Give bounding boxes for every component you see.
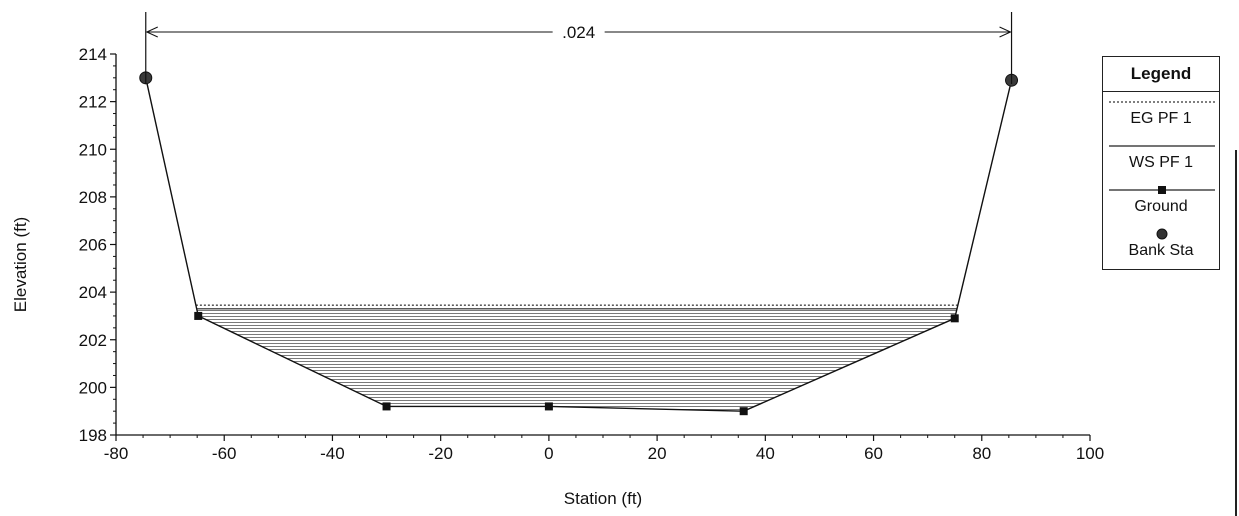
x-tick-label: 40 <box>756 444 775 463</box>
y-tick-label: 208 <box>79 188 107 207</box>
y-tick-label: 200 <box>79 378 107 397</box>
legend-title: Legend <box>1103 57 1219 92</box>
water-fill-layer <box>196 308 957 412</box>
roughness-arrowhead-right <box>999 26 1012 38</box>
x-tick-label: 80 <box>972 444 991 463</box>
water-fill <box>196 308 957 412</box>
y-tick-label: 206 <box>79 236 107 255</box>
legend-swatch-ws <box>1109 145 1215 147</box>
y-tick-label: 202 <box>79 331 107 350</box>
x-axis-title: Station (ft) <box>564 489 642 508</box>
legend-item-ws: WS PF 1 <box>1103 136 1219 180</box>
ground-point <box>544 402 553 411</box>
ground-point <box>382 402 391 411</box>
legend-item-ground: Ground <box>1103 180 1219 224</box>
x-tick-label: -80 <box>104 444 129 463</box>
page-edge-line <box>1235 150 1237 516</box>
legend-item-eg: EG PF 1 <box>1103 92 1219 136</box>
legend-label-ws: WS PF 1 <box>1128 154 1193 171</box>
legend-swatch-eg <box>1109 101 1215 103</box>
x-tick-label: -60 <box>212 444 237 463</box>
x-ticks: -80 -60 -40 -20 0 20 40 60 80 100 <box>104 435 1104 463</box>
roughness-arrowhead-left <box>145 26 158 38</box>
legend-item-bank: Bank Sta <box>1103 224 1219 268</box>
x-tick-label: 20 <box>648 444 667 463</box>
legend-swatch-ground <box>1109 186 1215 194</box>
roughness-annotation: .024 <box>145 12 1013 84</box>
legend-label-bank: Bank Sta <box>1128 242 1194 259</box>
legend-label-ground: Ground <box>1134 198 1188 215</box>
y-ticks: 198 200 202 204 206 208 210 212 214 <box>79 45 116 445</box>
ground-point <box>950 314 959 323</box>
y-tick-label: 198 <box>79 426 107 445</box>
ground-point <box>739 407 748 416</box>
legend: Legend EG PF 1 WS PF 1 Ground Bank Sta <box>1102 56 1220 270</box>
series-layer <box>139 71 1019 416</box>
y-tick-label: 214 <box>79 45 107 64</box>
x-tick-label: -20 <box>428 444 453 463</box>
y-tick-label: 210 <box>79 140 107 159</box>
y-tick-label: 204 <box>79 283 107 302</box>
x-tick-label: 0 <box>544 444 553 463</box>
y-axis-title: Elevation (ft) <box>11 217 30 312</box>
x-tick-label: 60 <box>864 444 883 463</box>
legend-label-eg: EG PF 1 <box>1130 110 1192 127</box>
x-tick-label: -40 <box>320 444 345 463</box>
legend-swatch-bank <box>1156 228 1168 240</box>
ground-point <box>194 311 203 320</box>
x-tick-label: 100 <box>1076 444 1104 463</box>
y-tick-label: 212 <box>79 93 107 112</box>
roughness-label: .024 <box>562 23 595 42</box>
axes: -80 -60 -40 -20 0 20 40 60 80 100 198 200 202 204 206… <box>11 45 1104 508</box>
